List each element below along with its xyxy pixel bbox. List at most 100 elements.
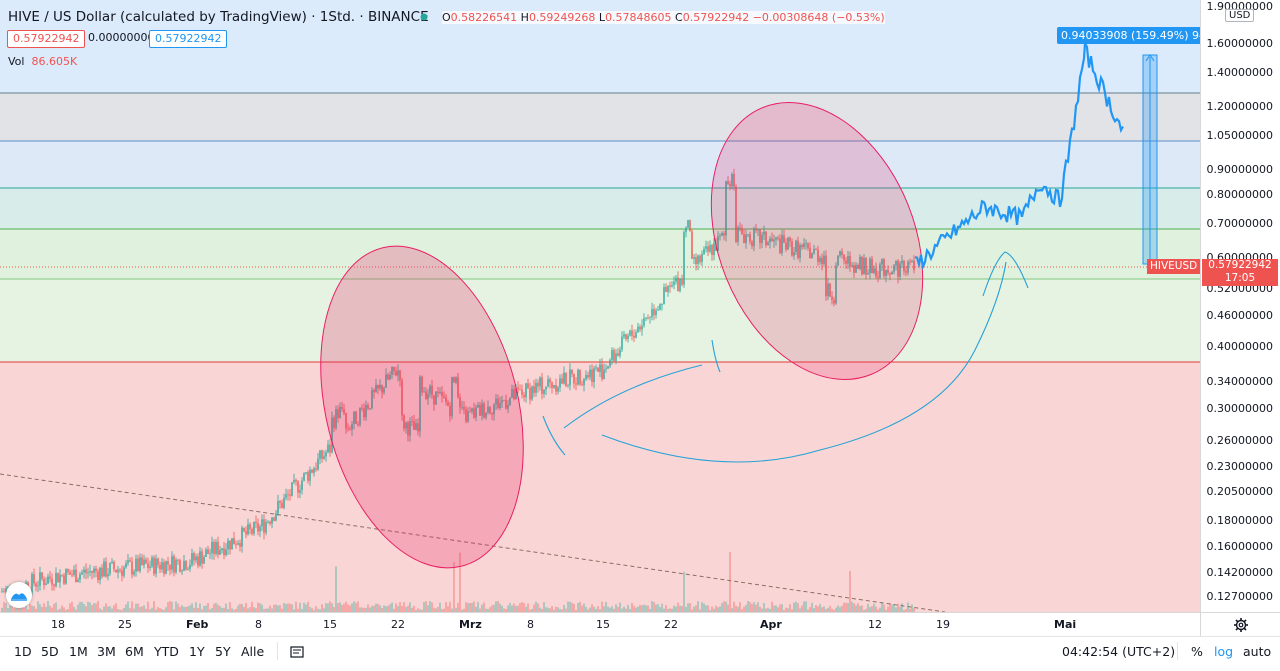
candle-body xyxy=(751,241,753,247)
candle-body xyxy=(397,370,399,376)
volume-bar xyxy=(309,606,311,612)
candle-body xyxy=(337,409,339,418)
candle-body xyxy=(503,400,505,402)
volume-bar xyxy=(551,606,553,612)
candle-body xyxy=(391,366,393,375)
candle-body xyxy=(817,249,819,262)
candle-body xyxy=(61,574,63,576)
tradingview-logo-icon[interactable] xyxy=(6,582,32,608)
trend-line[interactable] xyxy=(0,473,946,612)
clock-timezone[interactable]: 04:42:54 (UTC+2) xyxy=(1062,644,1176,659)
candle-body xyxy=(111,561,113,564)
candle-body xyxy=(189,564,191,569)
volume-bar xyxy=(839,607,841,612)
volume-bar xyxy=(533,604,535,612)
price-axis[interactable]: 1.90000000 1.60000000 1.40000000 1.20000000… xyxy=(1200,0,1280,612)
buy-price-box[interactable]: 0.57922942 xyxy=(149,30,228,48)
volume-bar xyxy=(235,608,237,612)
candle-body xyxy=(803,243,805,248)
volume-bar xyxy=(819,603,821,612)
timeframe-3m[interactable]: 3M xyxy=(97,644,116,659)
volume-bar xyxy=(109,606,111,612)
candle-body xyxy=(755,228,757,231)
candle-body xyxy=(729,184,731,187)
candle-body xyxy=(519,389,521,391)
volume-bar xyxy=(341,604,343,612)
time-axis[interactable]: 18 25 Feb 8 15 22 Mrz 8 15 22 Apr 12 19 Mai xyxy=(0,612,1200,637)
candle-body xyxy=(569,369,571,386)
volume-bar xyxy=(851,601,853,612)
time-tick-label: Apr xyxy=(760,618,782,631)
volume-bar xyxy=(605,602,607,612)
settings-gear-icon[interactable] xyxy=(1233,617,1249,633)
volume-bar xyxy=(227,609,229,612)
chart-plot-area[interactable] xyxy=(0,0,1200,612)
volume-bar xyxy=(249,606,251,612)
candle-body xyxy=(845,260,847,264)
timeframe-5y[interactable]: 5Y xyxy=(215,644,231,659)
percent-toggle[interactable]: % xyxy=(1191,644,1203,659)
volume-bar xyxy=(431,602,433,612)
symbol-title[interactable]: HIVE / US Dollar (calculated by TradingV… xyxy=(8,9,307,25)
timeframe-ytd[interactable]: YTD xyxy=(154,644,179,659)
log-toggle[interactable]: log xyxy=(1214,644,1234,659)
candle-body xyxy=(557,387,559,392)
candle-body xyxy=(247,524,249,535)
timeframe-5d[interactable]: 5D xyxy=(41,644,59,659)
volume-bar xyxy=(273,604,275,612)
candle-body xyxy=(187,568,189,570)
timeframe-1m[interactable]: 1M xyxy=(69,644,88,659)
candle-body xyxy=(285,494,287,499)
volume-bar xyxy=(435,608,437,612)
candle-body xyxy=(883,259,885,276)
timeframe-1d[interactable]: 1D xyxy=(14,644,32,659)
candle-body xyxy=(705,246,707,249)
candle-body xyxy=(273,517,275,521)
candle-body xyxy=(635,332,637,338)
candle-body xyxy=(107,573,109,577)
volume-bar xyxy=(807,609,809,612)
candle-body xyxy=(245,531,247,535)
volume-bar xyxy=(561,609,563,612)
candle-body xyxy=(629,330,631,336)
candle-body xyxy=(349,428,351,430)
volume-bar xyxy=(909,608,911,612)
candle-body xyxy=(443,396,445,398)
currency-badge[interactable]: USD xyxy=(1225,9,1255,22)
candle-body xyxy=(641,325,643,330)
candle-body xyxy=(393,366,395,372)
volume-bar xyxy=(511,605,513,612)
volume-bar xyxy=(331,603,333,612)
ellipse-annotation-left[interactable] xyxy=(289,225,555,590)
volume-bar xyxy=(855,605,857,612)
ellipse-annotation-right[interactable] xyxy=(672,71,962,411)
candle-body xyxy=(291,482,293,496)
candle-body xyxy=(511,388,513,398)
candle-body xyxy=(659,304,661,310)
timeframe-6m[interactable]: 6M xyxy=(125,644,144,659)
volume-bar xyxy=(75,609,77,612)
price-chart[interactable] xyxy=(0,0,1200,612)
volume-bar xyxy=(375,603,377,612)
timeframe-all[interactable]: Alle xyxy=(241,644,265,659)
volume-bar xyxy=(695,605,697,612)
sell-price-box[interactable]: 0.57922942 xyxy=(7,30,86,48)
auto-toggle[interactable]: auto xyxy=(1243,644,1272,659)
interval-label[interactable]: 1Std. xyxy=(319,9,356,25)
time-tick-label: 12 xyxy=(868,618,882,631)
timeframe-1y[interactable]: 1Y xyxy=(189,644,205,659)
candle-body xyxy=(725,181,727,236)
projection-path[interactable] xyxy=(914,42,1124,271)
volume-bar xyxy=(761,608,763,612)
volume-bar xyxy=(775,605,777,612)
candle-body xyxy=(671,285,673,287)
volume-bar xyxy=(297,608,299,612)
annotation-curves[interactable] xyxy=(542,251,1029,463)
volume-bar xyxy=(815,605,817,612)
volume-bar xyxy=(861,605,863,612)
measure-tool[interactable] xyxy=(1142,54,1158,265)
candle-body xyxy=(549,379,551,383)
candle-body xyxy=(683,232,685,285)
volume-bar xyxy=(119,609,121,612)
date-range-icon[interactable] xyxy=(289,644,305,660)
